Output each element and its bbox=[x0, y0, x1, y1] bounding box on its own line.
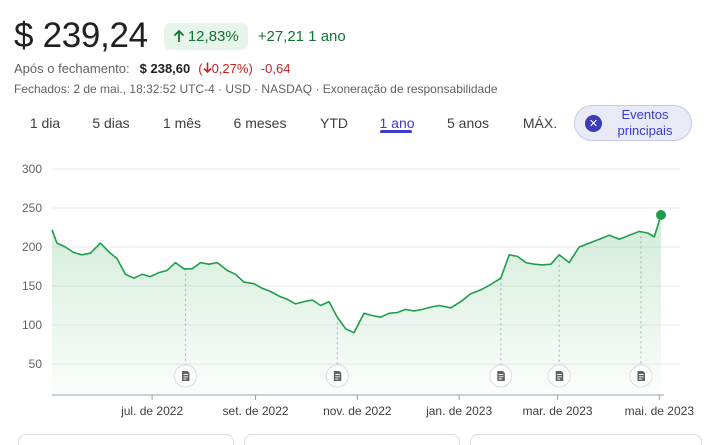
price-chart[interactable]: 300 250 200 150 100 50 jul. de 2022 set. de 20… bbox=[0, 150, 713, 434]
x-tick-label: nov. de 2022 bbox=[323, 404, 392, 418]
tab-max[interactable]: MÁX. bbox=[522, 115, 558, 131]
change-percent-badge: 12,83% bbox=[163, 22, 248, 50]
change-percent: 12,83% bbox=[187, 27, 239, 45]
tab-1-year[interactable]: 1 ano bbox=[379, 115, 415, 131]
document-icon[interactable] bbox=[325, 364, 349, 388]
tab-1-month[interactable]: 1 mês bbox=[162, 115, 202, 131]
current-price: $ 239,24 bbox=[14, 16, 148, 55]
close-circle-icon: ✕ bbox=[585, 114, 602, 132]
change-period: +27,21 1 ano bbox=[257, 27, 346, 45]
arrow-up-icon bbox=[173, 29, 184, 42]
document-icon[interactable] bbox=[629, 364, 653, 388]
x-tick-label: mai. de 2023 bbox=[625, 404, 695, 418]
y-tick-label: 300 bbox=[22, 162, 42, 176]
after-hours-change-pct-value: 0,27%) bbox=[211, 61, 253, 76]
tab-5-days[interactable]: 5 dias bbox=[92, 115, 130, 131]
after-hours-change-pct: (0,27%) bbox=[198, 61, 253, 76]
y-tick-label: 250 bbox=[22, 201, 42, 215]
x-tick-label: jul. de 2022 bbox=[120, 404, 183, 418]
news-card-2[interactable] bbox=[244, 434, 460, 445]
document-icon[interactable] bbox=[173, 364, 197, 388]
tab-6-months[interactable]: 6 meses bbox=[233, 115, 287, 131]
arrow-down-icon bbox=[203, 62, 212, 74]
document-icon[interactable] bbox=[489, 364, 513, 388]
price-area bbox=[52, 215, 661, 395]
x-tick-label: jan. de 2023 bbox=[425, 404, 492, 418]
after-hours-price: $ 238,60 bbox=[139, 61, 191, 76]
document-icon[interactable] bbox=[547, 364, 571, 388]
news-card-1[interactable] bbox=[18, 434, 234, 445]
after-hours-change-abs: -0,64 bbox=[260, 61, 291, 76]
range-tabs: 1 dia 5 dias 1 mês 6 meses YTD 1 ano 5 a… bbox=[0, 104, 713, 144]
tab-5-years[interactable]: 5 anos bbox=[446, 115, 490, 131]
key-events-label: Eventos principais bbox=[610, 107, 680, 139]
tab-ytd[interactable]: YTD bbox=[320, 115, 348, 131]
news-card-3[interactable] bbox=[470, 434, 702, 445]
x-tick-label: set. de 2022 bbox=[223, 404, 289, 418]
y-tick-label: 50 bbox=[29, 357, 43, 371]
y-axis: 300 250 200 150 100 50 bbox=[22, 162, 42, 371]
tab-1-day[interactable]: 1 dia bbox=[29, 115, 61, 131]
after-hours: Após o fechamento: $ 238,60 (0,27%) -0,6… bbox=[14, 61, 290, 76]
x-tick-label: mar. de 2023 bbox=[523, 404, 593, 418]
last-price-dot bbox=[656, 210, 666, 221]
price-line bbox=[51, 214, 662, 334]
y-tick-label: 200 bbox=[22, 240, 42, 254]
active-tab-indicator bbox=[380, 130, 412, 133]
key-events-button[interactable]: ✕ Eventos principais bbox=[574, 105, 692, 141]
market-meta: Fechados: 2 de mai., 18:32:52 UTC-4 · US… bbox=[14, 82, 498, 96]
after-hours-label: Após o fechamento: bbox=[14, 61, 130, 76]
price-row: $ 239,24 12,83% +27,21 1 ano bbox=[14, 14, 346, 58]
y-tick-label: 150 bbox=[22, 279, 42, 293]
x-axis: jul. de 2022 set. de 2022 nov. de 2022 jan.… bbox=[120, 395, 694, 418]
key-events-label-line1: Eventos bbox=[621, 107, 669, 122]
key-events-label-line2: principais bbox=[617, 123, 673, 138]
y-tick-label: 100 bbox=[22, 318, 42, 332]
event-icons bbox=[173, 364, 653, 388]
